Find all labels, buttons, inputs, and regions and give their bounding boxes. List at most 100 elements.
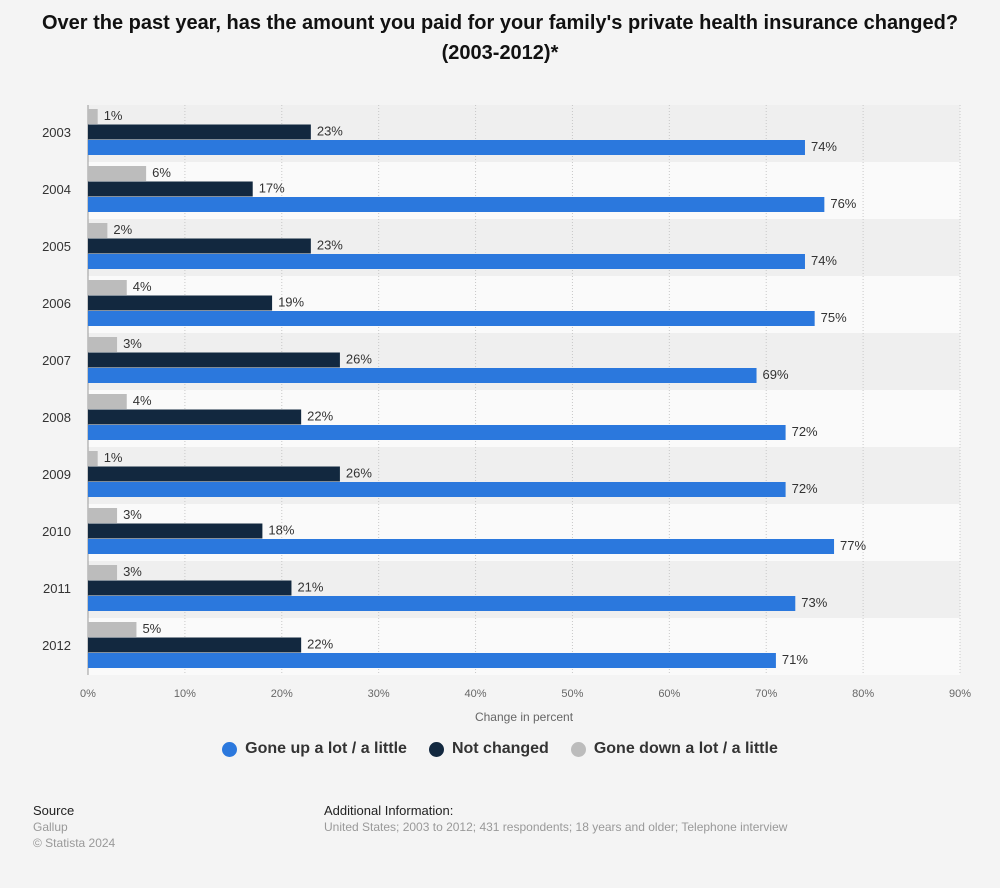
- y-tick-label: 2012: [42, 638, 71, 653]
- value-label: 3%: [123, 336, 142, 351]
- bar: [88, 482, 786, 497]
- value-label: 26%: [346, 352, 372, 367]
- x-axis-title: Change in percent: [475, 710, 574, 724]
- bar: [88, 523, 263, 539]
- bar: [88, 280, 127, 295]
- value-label: 22%: [307, 637, 333, 652]
- bar: [88, 197, 825, 212]
- value-label: 71%: [782, 652, 808, 667]
- value-label: 1%: [104, 450, 123, 465]
- info-title: Additional Information:: [324, 803, 454, 818]
- value-label: 3%: [123, 564, 142, 579]
- value-label: 73%: [801, 595, 827, 610]
- x-tick-label: 30%: [368, 688, 390, 700]
- value-label: 5%: [142, 621, 161, 636]
- bar: [88, 425, 786, 440]
- bar: [88, 166, 147, 181]
- bar: [88, 337, 118, 352]
- bar: [88, 466, 340, 482]
- y-tick-label: 2004: [42, 182, 71, 197]
- y-tick-label: 2005: [42, 239, 71, 254]
- y-tick-label: 2010: [42, 524, 71, 539]
- legend-marker: [428, 741, 444, 757]
- bar: [88, 295, 273, 311]
- info-block: Additional Information: United States; 2…: [324, 803, 787, 835]
- bar: [88, 637, 302, 653]
- legend-item[interactable]: Gone up a lot / a little: [222, 740, 407, 758]
- x-tick-label: 80%: [852, 688, 874, 700]
- legend-item[interactable]: Gone down a lot / a little: [570, 740, 778, 758]
- bar: [88, 368, 757, 383]
- value-label: 6%: [152, 165, 171, 180]
- y-tick-label: 2006: [42, 296, 71, 311]
- bar: [88, 622, 137, 637]
- y-tick-label: 2007: [42, 353, 71, 368]
- bar: [88, 508, 118, 523]
- x-tick-label: 50%: [561, 688, 583, 700]
- value-label: 69%: [763, 367, 789, 382]
- x-tick-label: 70%: [755, 688, 777, 700]
- bar: [88, 580, 292, 596]
- value-label: 17%: [259, 181, 285, 196]
- bar: [88, 140, 805, 155]
- copyright: © Statista 2024: [33, 836, 116, 850]
- x-tick-label: 10%: [174, 688, 196, 700]
- value-label: 2%: [113, 222, 132, 237]
- legend-label: Gone up a lot / a little: [245, 740, 407, 757]
- bar: [88, 238, 311, 254]
- legend: Gone up a lot / a little Not changed Gone …: [0, 740, 1000, 758]
- bar: [88, 181, 253, 197]
- value-label: 74%: [811, 139, 837, 154]
- legend-label: Gone down a lot / a little: [593, 740, 778, 757]
- x-tick-label: 60%: [658, 688, 680, 700]
- bar: [88, 565, 118, 580]
- bar: [88, 223, 108, 238]
- value-label: 74%: [811, 253, 837, 268]
- value-label: 21%: [297, 580, 323, 595]
- legend-item[interactable]: Not changed: [428, 740, 549, 758]
- y-tick-label: 2008: [42, 410, 71, 425]
- value-label: 72%: [792, 481, 818, 496]
- bar: [88, 596, 796, 611]
- legend-label: Not changed: [451, 740, 549, 757]
- source-title: Source: [33, 803, 75, 818]
- y-tick-label: 2003: [42, 125, 71, 140]
- bar: [88, 539, 835, 554]
- value-label: 22%: [307, 409, 333, 424]
- value-label: 23%: [317, 124, 343, 139]
- value-label: 75%: [821, 310, 847, 325]
- bar: [88, 451, 98, 466]
- bar: [88, 254, 805, 269]
- value-label: 72%: [792, 424, 818, 439]
- bar: [88, 394, 127, 409]
- bar: [88, 409, 302, 425]
- bar: [88, 653, 776, 668]
- value-label: 23%: [317, 238, 343, 253]
- chart-title: Over the past year, has the amount you p…: [41, 12, 959, 64]
- value-label: 76%: [830, 196, 856, 211]
- source-block: Source Gallup © Statista 2024: [33, 803, 115, 851]
- source: Gallup: [33, 820, 68, 834]
- chart: 0% 10% 20% 30% 40% 50% 60% 70% 80% 90% Change in p…: [42, 105, 971, 724]
- value-label: 26%: [346, 466, 372, 481]
- y-tick-label: 2011: [43, 581, 71, 596]
- y-tick-label: 2009: [42, 467, 71, 482]
- value-label: 19%: [278, 295, 304, 310]
- x-tick-label: 20%: [271, 688, 293, 700]
- value-label: 77%: [840, 538, 866, 553]
- value-label: 3%: [123, 507, 142, 522]
- bar: [88, 352, 340, 368]
- bar: [88, 124, 311, 140]
- x-tick-label: 40%: [465, 688, 487, 700]
- info: United States; 2003 to 2012; 431 respond…: [324, 820, 788, 834]
- legend-marker: [570, 741, 586, 757]
- bar: [88, 109, 98, 124]
- value-label: 18%: [268, 523, 294, 538]
- value-label: 4%: [133, 279, 152, 294]
- x-tick-label: 0%: [80, 688, 96, 700]
- value-label: 1%: [104, 108, 123, 123]
- bar: [88, 311, 815, 326]
- x-tick-label: 90%: [949, 688, 971, 700]
- legend-marker: [222, 741, 238, 757]
